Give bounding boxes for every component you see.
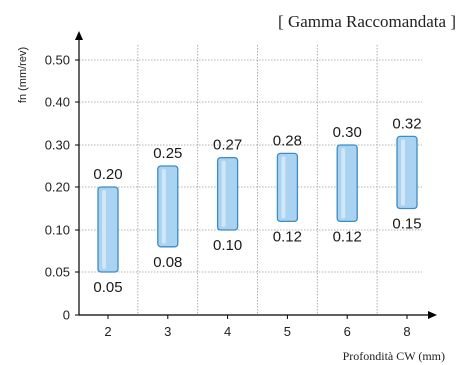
y-tick-label: 0: [63, 308, 70, 323]
range-bar-highlight: [281, 156, 286, 219]
bar-high-label: 0.28: [273, 132, 302, 149]
range-bar: [396, 135, 418, 210]
range-bar-highlight: [221, 160, 226, 227]
y-tick-label: 0.50: [45, 53, 70, 68]
x-axis-arrow: [428, 311, 437, 319]
range-bar: [97, 186, 119, 273]
x-tick-label: 3: [164, 324, 171, 339]
bar-low-label: 0.10: [213, 237, 242, 254]
bar-low-label: 0.12: [333, 228, 362, 245]
y-tick-label: 0.05: [45, 265, 70, 280]
x-tick-label: 2: [104, 324, 111, 339]
range-bar: [336, 144, 358, 223]
range-bar: [276, 152, 299, 223]
y-tick-label: 0.10: [45, 223, 70, 238]
bars: 0.20 0.05 0.25 0.08 0.27 0.10 0.28 0.12 0.30 0.12…: [93, 115, 421, 296]
x-tick-label: 4: [224, 324, 231, 339]
grid: [79, 45, 422, 315]
range-bar-highlight: [341, 148, 346, 219]
x-tick-label: 5: [284, 324, 291, 339]
range-bar-highlight: [102, 190, 106, 269]
y-tick-label: 0.40: [45, 95, 70, 110]
bar-high-label: 0.25: [153, 145, 182, 162]
range-bar: [216, 156, 239, 231]
bar-low-label: 0.05: [93, 279, 122, 296]
x-axis-label: Profondità CW (mm): [343, 349, 445, 363]
x-tick-label: 6: [344, 324, 351, 339]
y-axis-label: fn (mm/rev): [17, 47, 29, 103]
bar-high-label: 0.32: [392, 115, 421, 132]
bar-high-label: 0.30: [333, 124, 362, 141]
range-bar-highlight: [401, 139, 405, 206]
range-bar: [157, 165, 179, 248]
bar-high-label: 0.20: [93, 166, 122, 183]
axes: 0 0.05 0.10 0.20 0.30 0.40 0.50 2 3 4 5 6 8: [45, 31, 437, 339]
bar-low-label: 0.08: [153, 254, 182, 271]
y-axis-arrow: [75, 31, 83, 40]
y-tick-label: 0.30: [45, 138, 70, 153]
bar-high-label: 0.27: [213, 137, 242, 154]
y-tick-label: 0.20: [45, 180, 70, 195]
bar-low-label: 0.12: [273, 228, 302, 245]
range-bar-highlight: [161, 169, 166, 244]
x-tick-label: 8: [403, 324, 410, 339]
chart-title: [ Gamma Raccomandata ]: [278, 12, 456, 31]
bar-low-label: 0.15: [392, 216, 421, 233]
